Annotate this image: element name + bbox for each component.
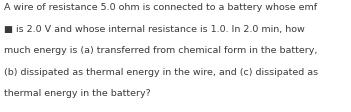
Text: ■ is 2.0 V and whose internal resistance is 1.0. In 2.0 min, how: ■ is 2.0 V and whose internal resistance… (4, 25, 304, 34)
Text: thermal energy in the battery?: thermal energy in the battery? (4, 88, 150, 97)
Text: (b) dissipated as thermal energy in the wire, and (c) dissipated as: (b) dissipated as thermal energy in the … (4, 67, 318, 76)
Text: A wire of resistance 5.0 ohm is connected to a battery whose emf: A wire of resistance 5.0 ohm is connecte… (4, 3, 317, 12)
Text: much energy is (a) transferred from chemical form in the battery,: much energy is (a) transferred from chem… (4, 46, 317, 55)
